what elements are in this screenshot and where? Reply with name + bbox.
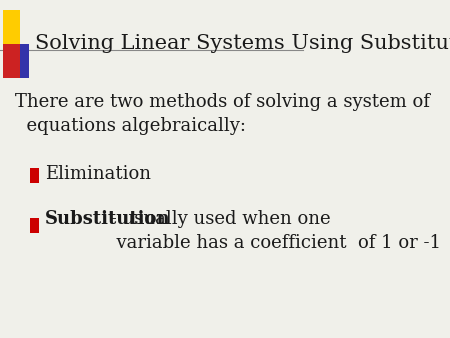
Text: Substitution: Substitution: [45, 210, 171, 228]
FancyBboxPatch shape: [3, 10, 20, 44]
FancyBboxPatch shape: [20, 44, 29, 78]
Text: There are two methods of solving a system of
  equations algebraically:: There are two methods of solving a syste…: [15, 93, 430, 135]
Text: Solving Linear Systems Using Substitution: Solving Linear Systems Using Substitutio…: [35, 34, 450, 53]
FancyBboxPatch shape: [30, 218, 40, 233]
FancyBboxPatch shape: [3, 44, 20, 78]
Text: - usually used when one
  variable has a coefficient  of 1 or -1: - usually used when one variable has a c…: [105, 210, 441, 252]
Text: Elimination: Elimination: [45, 165, 151, 183]
FancyBboxPatch shape: [30, 168, 40, 183]
